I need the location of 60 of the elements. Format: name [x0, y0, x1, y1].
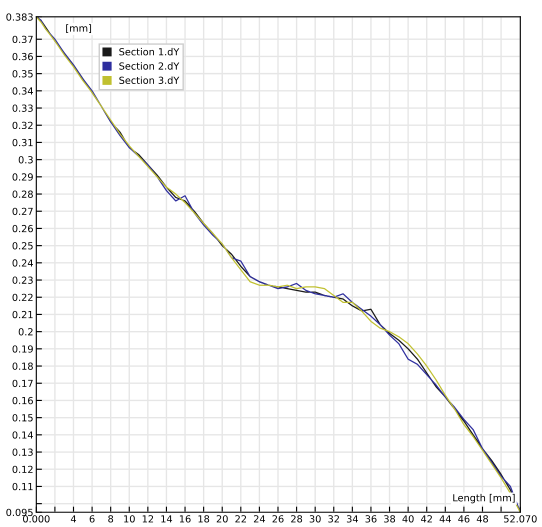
- y-tick-label: 0.2: [18, 328, 33, 336]
- x-tick-label: 10: [124, 515, 135, 523]
- y-tick-label: 0.12: [12, 466, 33, 474]
- x-tick-label: 28: [291, 515, 302, 523]
- y-tick-label: 0.17: [12, 380, 33, 388]
- x-tick-label: 44: [440, 515, 451, 522]
- y-tick-label: 0.095: [6, 508, 33, 516]
- y-tick-label: 0.27: [12, 208, 33, 216]
- y-tick-label: 0.34: [12, 87, 33, 95]
- x-tick-label: 8: [108, 515, 114, 523]
- y-tick-label: 0.26: [12, 224, 33, 232]
- y-tick-label: 0.32: [12, 122, 33, 130]
- y-tick-label: 0.31: [12, 138, 33, 146]
- x-tick-label: 6: [90, 515, 95, 523]
- x-tick-label: 0.000: [23, 515, 50, 523]
- x-tick-label: 22: [235, 515, 246, 522]
- x-tick-label: 14: [161, 515, 172, 522]
- x-tick-label: 20: [216, 515, 228, 523]
- y-tick-label: 0.21: [12, 310, 33, 318]
- legend-label: Section 2.dY: [119, 62, 180, 70]
- x-axis-title: Length [mm]: [453, 494, 515, 504]
- y-tick-label: 0.19: [12, 345, 33, 353]
- y-tick-label: 0.3: [18, 156, 33, 164]
- y-tick-label: 0.36: [12, 52, 33, 60]
- x-tick-label: 40: [402, 515, 414, 523]
- line-series: [36, 16, 520, 512]
- y-tick-label: 0.23: [12, 276, 33, 284]
- y-tick-label: 0.13: [12, 448, 33, 456]
- x-tick-label: 30: [310, 515, 321, 523]
- y-tick-label: 0.383: [6, 13, 33, 21]
- y-tick-label: 0.14: [12, 431, 33, 439]
- x-tick-label: 32: [328, 515, 339, 523]
- y-tick-label: 0.25: [12, 242, 33, 250]
- x-tick-label: 36: [366, 515, 377, 523]
- legend-label: Section 3.dY: [119, 76, 180, 84]
- y-tick-label: 0.29: [12, 173, 33, 181]
- x-tick-label: 34: [346, 515, 358, 523]
- y-tick-label: 0.37: [12, 36, 33, 44]
- y-tick-label: 0.18: [12, 362, 33, 370]
- x-tick-label: 4: [70, 515, 76, 522]
- y-tick-label: 0.35: [12, 70, 33, 78]
- x-tick-label: 52.070: [504, 515, 537, 523]
- y-tick-label: 0.22: [12, 294, 33, 302]
- x-tick-label: 38: [384, 515, 396, 523]
- x-tick-label: 24: [254, 515, 266, 522]
- legend-label: Section 1.dY: [119, 48, 180, 56]
- y-tick-label: 0.16: [12, 396, 33, 404]
- y-tick-label: 0.33: [12, 104, 33, 112]
- x-tick-label: 18: [198, 515, 210, 523]
- y-tick-label: 0.15: [12, 414, 33, 422]
- x-tick-label: 26: [272, 515, 284, 523]
- x-tick-label: 16: [180, 515, 191, 523]
- x-tick-label: 42: [421, 515, 432, 522]
- y-tick-label: 0.28: [12, 190, 33, 198]
- x-tick-label: 48: [476, 515, 488, 523]
- y-tick-label: 0.11: [12, 482, 33, 490]
- x-tick-label: 46: [458, 515, 470, 523]
- y-axis-title: [mm]: [66, 24, 92, 33]
- x-tick-label: 12: [142, 515, 154, 522]
- y-tick-label: 0.24: [12, 259, 33, 267]
